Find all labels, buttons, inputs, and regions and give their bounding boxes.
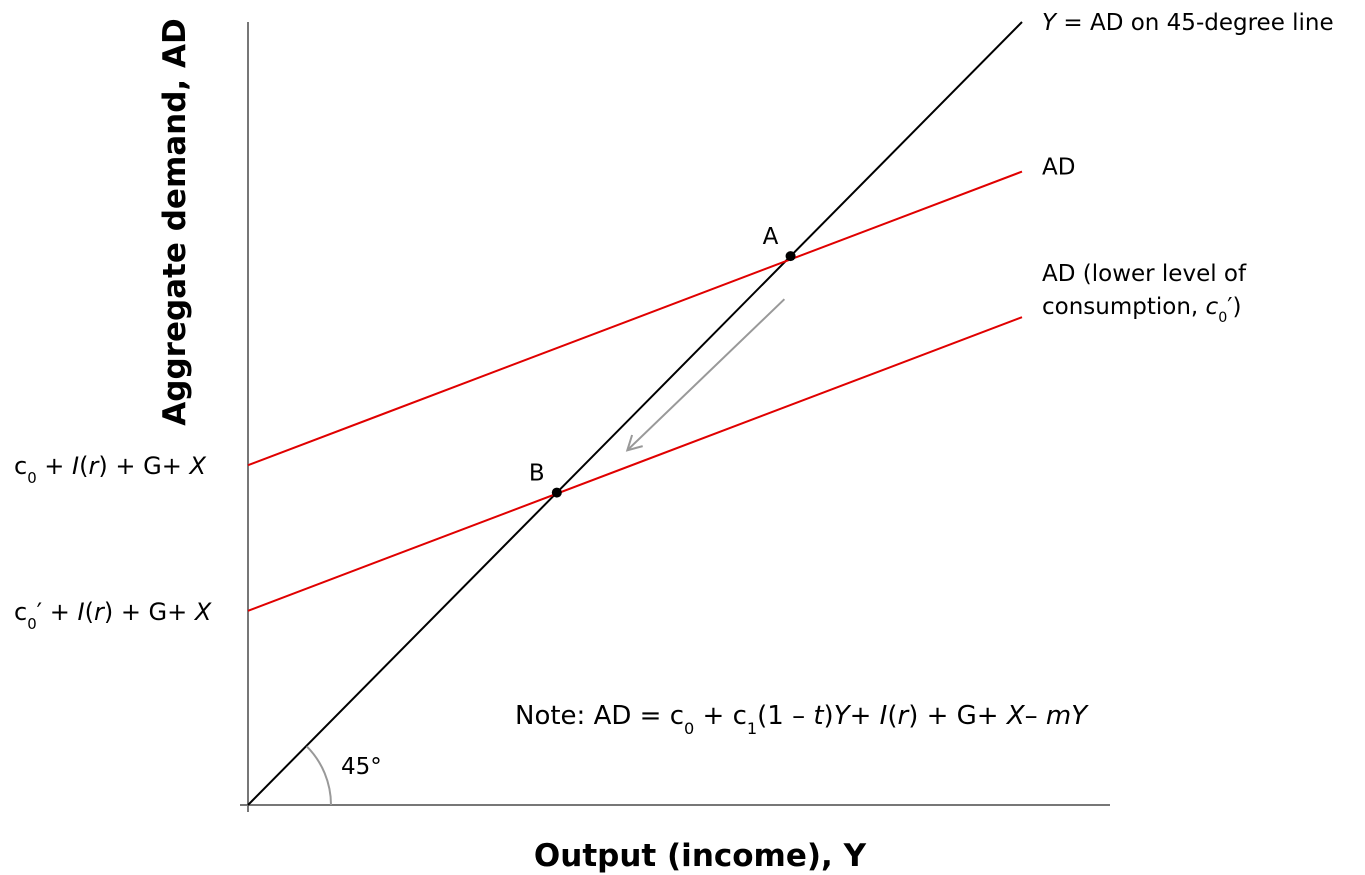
shift-arrow-head [625,434,643,452]
shift-arrow-shaft [626,298,786,452]
series-line-1 [247,170,1023,467]
equilibrium-point-a [785,251,796,262]
y-tick-label-1: c0′ + I(r) + G+ X [14,598,212,633]
equilibrium-point-b [551,487,562,498]
note-annotation: Note: AD = c0 + c1(1 – t)Y+ I(r) + G+ X–… [515,701,1089,738]
angle-label: 45° [341,754,382,780]
chart-text: 45° A Bc0 + I(r) + G+ X c0′ + I(r) + G+ X Y … [14,10,1334,780]
series-label-0-line-0: Y = AD on 45-degree line [1042,10,1334,36]
series-label-2-line-1: consumption, c0′) [1042,294,1241,326]
y-axis-title: Aggregate demand, AD [157,18,193,425]
point-label-a: A [763,224,779,250]
series-line-2 [247,316,1023,612]
y-tick-label-0: c0 + I(r) + G+ X [14,452,206,487]
axes [240,22,1110,812]
series-line-0 [247,21,1023,806]
series-lines [247,21,1023,806]
x-axis-title: Output (income), Y [534,838,867,874]
chart-marks [305,251,796,806]
point-label-b: B [529,461,545,487]
series-label-2-line-0: AD (lower level of [1042,261,1247,287]
angle-arc [305,745,332,806]
series-label-1-line-0: AD [1042,155,1075,181]
